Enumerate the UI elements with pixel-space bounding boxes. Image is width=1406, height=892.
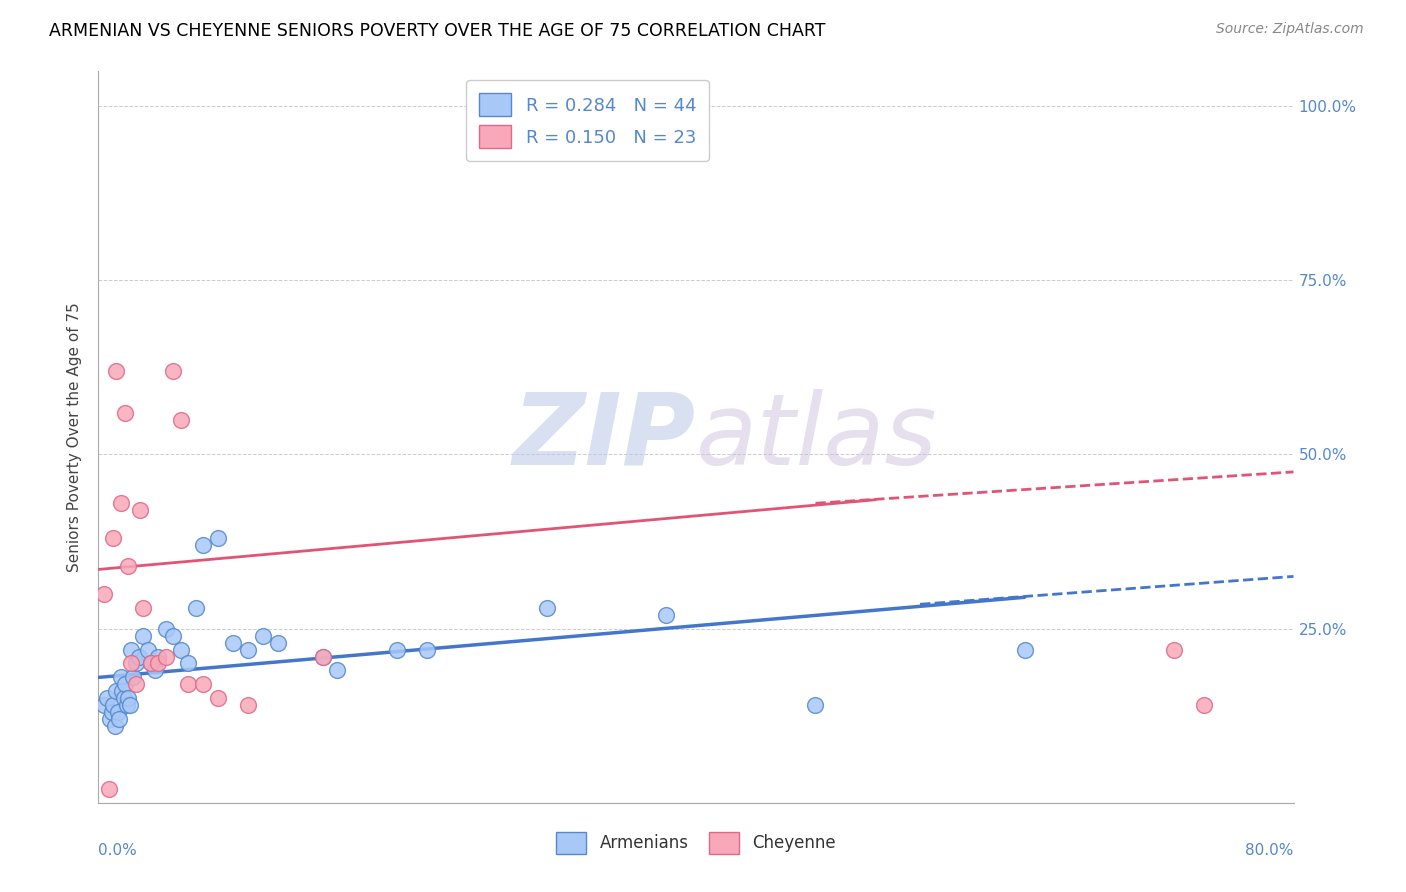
- Point: [236, 698, 259, 713]
- Point: [252, 629, 274, 643]
- Point: [110, 670, 132, 684]
- Point: [129, 503, 152, 517]
- Point: [1014, 642, 1036, 657]
- Point: [121, 670, 143, 684]
- Point: [111, 684, 134, 698]
- Y-axis label: Seniors Poverty Over the Age of 75: Seniors Poverty Over the Age of 75: [67, 302, 83, 572]
- Text: ARMENIAN VS CHEYENNE SENIORS POVERTY OVER THE AGE OF 75 CORRELATION CHART: ARMENIAN VS CHEYENNE SENIORS POVERTY OVE…: [49, 22, 825, 40]
- Point: [207, 691, 229, 706]
- Point: [97, 781, 120, 796]
- Point: [120, 642, 142, 657]
- Point: [385, 642, 409, 657]
- Point: [536, 600, 558, 615]
- Point: [1192, 698, 1215, 713]
- Point: [107, 705, 129, 719]
- Point: [326, 664, 349, 678]
- Point: [128, 649, 150, 664]
- Point: [267, 635, 290, 649]
- Point: [169, 412, 191, 426]
- Point: [155, 649, 177, 664]
- Legend: Armenians, Cheyenne: Armenians, Cheyenne: [550, 826, 842, 860]
- Point: [148, 649, 170, 664]
- Point: [139, 657, 162, 671]
- Point: [162, 629, 184, 643]
- Point: [311, 649, 333, 664]
- Point: [93, 698, 115, 713]
- Point: [132, 629, 155, 643]
- Point: [416, 642, 439, 657]
- Point: [804, 698, 827, 713]
- Point: [110, 496, 132, 510]
- Point: [132, 600, 155, 615]
- Point: [162, 364, 184, 378]
- Point: [104, 719, 127, 733]
- Point: [311, 649, 333, 664]
- Point: [236, 642, 259, 657]
- Point: [191, 677, 214, 691]
- Text: ZIP: ZIP: [513, 389, 696, 485]
- Point: [177, 657, 200, 671]
- Point: [115, 698, 138, 713]
- Text: atlas: atlas: [696, 389, 938, 485]
- Point: [155, 622, 177, 636]
- Point: [120, 657, 142, 671]
- Point: [148, 657, 170, 671]
- Point: [125, 657, 148, 671]
- Text: 80.0%: 80.0%: [1246, 843, 1294, 858]
- Point: [177, 677, 200, 691]
- Point: [184, 600, 207, 615]
- Point: [1163, 642, 1185, 657]
- Point: [103, 531, 125, 545]
- Point: [112, 691, 135, 706]
- Point: [222, 635, 245, 649]
- Point: [98, 712, 122, 726]
- Point: [96, 691, 118, 706]
- Point: [191, 538, 214, 552]
- Point: [103, 698, 125, 713]
- Point: [101, 705, 124, 719]
- Point: [105, 684, 128, 698]
- Point: [108, 712, 131, 726]
- Point: [117, 558, 139, 573]
- Point: [655, 607, 678, 622]
- Point: [114, 406, 136, 420]
- Point: [136, 642, 159, 657]
- Point: [139, 657, 162, 671]
- Point: [118, 698, 141, 713]
- Point: [143, 664, 166, 678]
- Point: [207, 531, 229, 545]
- Point: [169, 642, 191, 657]
- Text: 0.0%: 0.0%: [98, 843, 138, 858]
- Point: [114, 677, 136, 691]
- Point: [93, 587, 115, 601]
- Point: [125, 677, 148, 691]
- Point: [117, 691, 139, 706]
- Point: [105, 364, 128, 378]
- Text: Source: ZipAtlas.com: Source: ZipAtlas.com: [1216, 22, 1364, 37]
